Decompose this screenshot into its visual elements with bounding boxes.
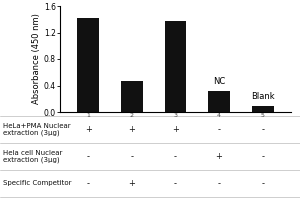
Text: Hela cell Nuclear
extraction (3μg): Hela cell Nuclear extraction (3μg) xyxy=(3,150,62,163)
Text: 2: 2 xyxy=(130,113,134,118)
Text: 3: 3 xyxy=(173,113,178,118)
Text: +: + xyxy=(172,125,179,134)
Text: +: + xyxy=(85,125,92,134)
Text: 4: 4 xyxy=(217,113,221,118)
Text: -: - xyxy=(130,152,134,161)
Text: +: + xyxy=(216,152,223,161)
Text: 5: 5 xyxy=(261,113,265,118)
Text: Specific Competitor: Specific Competitor xyxy=(3,181,71,186)
Text: -: - xyxy=(174,179,177,188)
Bar xyxy=(77,18,99,112)
Text: -: - xyxy=(218,125,220,134)
Bar xyxy=(165,21,186,112)
Text: -: - xyxy=(174,152,177,161)
Y-axis label: Absorbance (450 nm): Absorbance (450 nm) xyxy=(32,14,41,104)
Text: -: - xyxy=(261,152,264,161)
Bar xyxy=(252,106,274,112)
Text: Blank: Blank xyxy=(251,92,274,101)
Text: -: - xyxy=(261,125,264,134)
Text: +: + xyxy=(128,125,135,134)
Text: 1: 1 xyxy=(86,113,90,118)
Text: -: - xyxy=(261,179,264,188)
Text: -: - xyxy=(87,152,90,161)
Text: HeLa+PMA Nuclear
extraction (3μg): HeLa+PMA Nuclear extraction (3μg) xyxy=(3,123,70,136)
Bar xyxy=(121,81,143,112)
Bar xyxy=(208,91,230,112)
Text: -: - xyxy=(87,179,90,188)
Text: +: + xyxy=(128,179,135,188)
Text: NC: NC xyxy=(213,77,225,86)
Text: -: - xyxy=(218,179,220,188)
